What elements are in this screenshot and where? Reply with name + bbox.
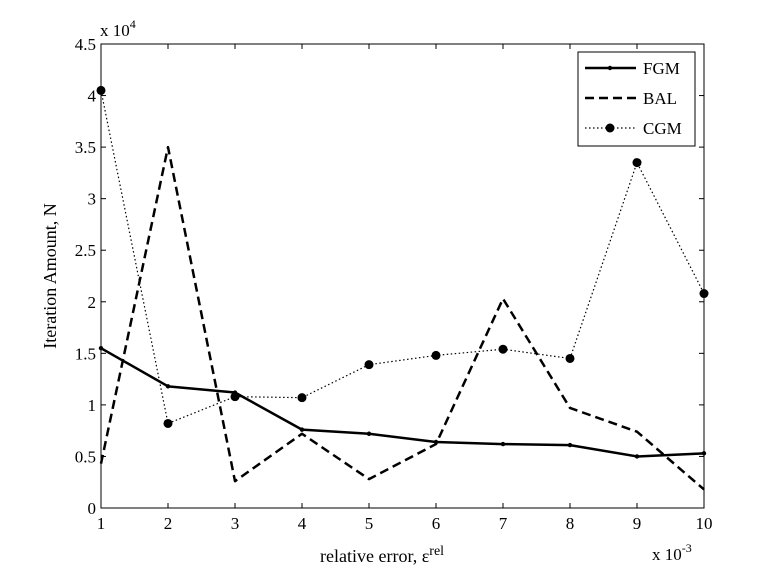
data-point-fgm [634, 454, 640, 459]
y-tick-label: 0.5 [75, 447, 96, 466]
legend-marker-cgm [605, 123, 615, 133]
data-point-cgm [632, 158, 642, 168]
x-tick-label: 5 [365, 514, 374, 533]
data-point-fgm [98, 345, 104, 351]
x-multiplier-exponent: -3 [682, 541, 692, 555]
data-point-cgm [230, 392, 240, 402]
y-multiplier-exponent: 4 [130, 17, 136, 31]
data-point-cgm [297, 393, 307, 403]
y-tick-label: 0 [88, 499, 97, 518]
legend-label-fgm: FGM [643, 59, 680, 78]
data-point-fgm [366, 431, 372, 436]
y-multiplier: x 104 [100, 17, 136, 40]
y-axis-label: Iteration Amount, N [40, 203, 60, 348]
x-tick-label: 7 [499, 514, 508, 533]
y-tick-label: 4.5 [75, 35, 96, 54]
x-tick-label: 8 [566, 514, 575, 533]
y-tick-label: 3 [88, 190, 97, 209]
x-tick-label: 9 [633, 514, 642, 533]
x-tick-label: 6 [432, 514, 441, 533]
x-tick-label: 10 [696, 514, 713, 533]
x-tick-label: 3 [231, 514, 240, 533]
legend-label-bal: BAL [643, 89, 677, 108]
data-point-cgm [699, 289, 709, 299]
y-tick-label: 1.5 [75, 344, 96, 363]
x-multiplier-base: x 10 [652, 545, 682, 564]
x-tick-label: 1 [97, 514, 106, 533]
x-axis-label-main: relative error, ε [320, 546, 430, 566]
data-point-cgm [364, 360, 374, 370]
data-point-fgm [701, 451, 707, 456]
data-point-fgm [567, 442, 573, 448]
data-point-fgm [500, 441, 506, 447]
x-axis-label-superscript: rel [429, 544, 444, 559]
x-tick-label: 4 [298, 514, 307, 533]
y-tick-label: 4 [88, 87, 97, 106]
data-point-fgm [299, 427, 305, 432]
data-point-cgm [565, 353, 575, 363]
x-tick-label: 2 [164, 514, 173, 533]
x-multiplier: x 10-3 [652, 541, 692, 564]
y-tick-label: 1 [88, 396, 97, 415]
data-point-cgm [163, 418, 173, 428]
y-multiplier-base: x 10 [100, 21, 130, 40]
data-point-fgm [165, 384, 171, 389]
data-point-cgm [431, 350, 441, 360]
legend-marker-fgm [607, 65, 613, 71]
legend-label-cgm: CGM [643, 119, 682, 138]
x-axis-label: relative error, εrel [320, 544, 444, 566]
y-tick-label: 2 [88, 293, 97, 312]
legend: FGM BAL CGM [577, 51, 696, 147]
y-tick-label: 3.5 [75, 138, 96, 157]
data-point-cgm [96, 85, 106, 95]
data-point-cgm [498, 344, 508, 354]
series-line-bal [99, 145, 705, 491]
y-tick-label: 2.5 [75, 241, 96, 260]
series-line-fgm [100, 347, 705, 458]
